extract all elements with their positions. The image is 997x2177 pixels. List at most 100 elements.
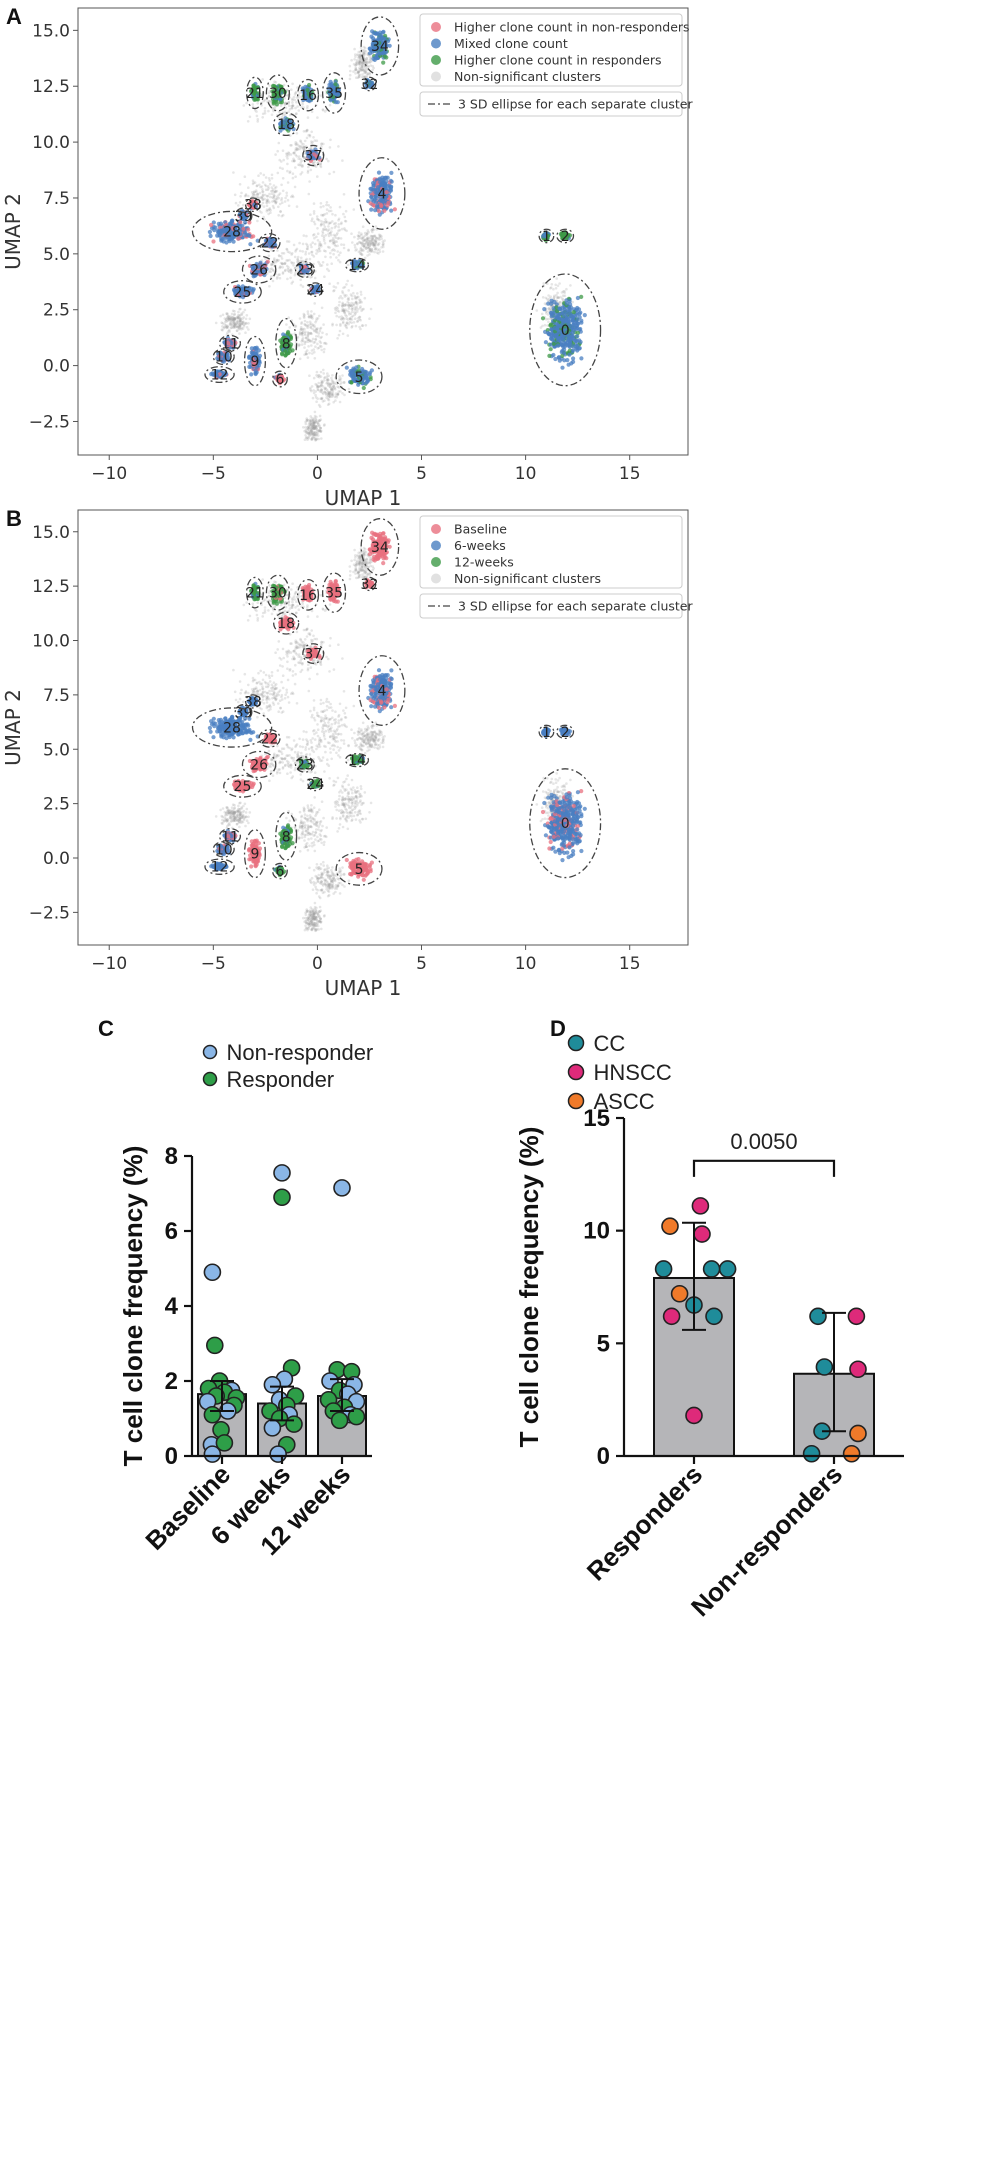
background-cell (330, 233, 333, 237)
background-cell (316, 375, 320, 379)
background-cell (229, 323, 232, 327)
background-cell (271, 107, 275, 111)
background-cell (329, 231, 332, 235)
background-cell (244, 194, 248, 197)
background-cell (247, 322, 250, 325)
background-cell (244, 331, 247, 335)
background-cell (266, 194, 269, 198)
background-cell (277, 273, 280, 277)
background-cell (268, 182, 272, 186)
cluster-cell (373, 208, 378, 213)
background-cell (295, 155, 299, 158)
background-cell (314, 165, 318, 168)
background-cell (268, 270, 271, 273)
background-cell (556, 284, 560, 288)
background-cell (318, 241, 322, 244)
background-cell (300, 146, 304, 150)
cluster-10: 10 (212, 348, 235, 366)
background-cell (303, 319, 307, 323)
background-cell (333, 243, 337, 246)
background-cell (350, 326, 354, 329)
cluster-cell (577, 346, 582, 351)
background-cell (313, 437, 316, 440)
background-cell (343, 228, 347, 232)
background-cell (344, 220, 348, 223)
background-cell (262, 99, 265, 103)
background-cell (303, 156, 307, 159)
background-cell (347, 289, 351, 292)
background-cell (266, 194, 269, 198)
background-cell (294, 141, 298, 144)
background-cell (318, 242, 321, 246)
background-cell (287, 269, 290, 273)
background-cell (313, 416, 316, 420)
background-cell (307, 426, 311, 430)
background-cell (293, 185, 297, 189)
background-cell (273, 106, 277, 109)
background-cell (291, 98, 294, 102)
background-cell (286, 277, 289, 281)
background-cell (353, 317, 357, 321)
background-cell (289, 153, 293, 156)
background-cell (286, 89, 289, 92)
background-cell (325, 157, 328, 161)
background-cell (337, 236, 341, 240)
background-cell (298, 317, 302, 320)
background-cell (287, 100, 291, 104)
background-cell (269, 211, 272, 214)
cluster-cell (392, 207, 397, 212)
background-cell (315, 317, 319, 320)
background-cell (318, 314, 321, 318)
background-cell (306, 312, 310, 316)
background-cell (313, 410, 317, 414)
background-cell (261, 190, 265, 193)
background-cell (274, 197, 278, 201)
background-cell (291, 104, 295, 107)
background-cell (347, 296, 350, 300)
background-cell (343, 227, 346, 230)
background-cell (355, 60, 359, 64)
cluster-cell (549, 298, 554, 303)
cluster-cell (555, 327, 560, 332)
background-cell (308, 339, 312, 343)
background-cell (265, 201, 268, 205)
background-cell (321, 108, 325, 111)
background-cell (298, 249, 302, 253)
background-cell (377, 237, 380, 241)
background-cell (331, 237, 335, 240)
background-cell (337, 223, 341, 226)
background-cell (287, 316, 291, 320)
background-cell (308, 428, 311, 432)
background-cell (275, 189, 279, 193)
background-cell (352, 62, 356, 66)
background-cell (267, 212, 270, 216)
background-cell (291, 159, 294, 163)
background-cell (535, 309, 539, 312)
cluster-cell (548, 310, 554, 316)
background-cell (252, 190, 256, 193)
background-cell (233, 317, 237, 321)
cluster-label: 12 (211, 368, 229, 384)
cluster-cell (376, 209, 382, 214)
background-cell (322, 237, 326, 240)
background-cell (359, 46, 363, 49)
x-tick-label: 10 (515, 464, 537, 484)
background-cell (320, 142, 324, 145)
background-cell (297, 109, 301, 112)
background-cell (549, 286, 552, 290)
background-cell (331, 242, 335, 245)
background-cell (327, 159, 330, 163)
cluster-cell (567, 299, 572, 304)
background-cell (553, 294, 556, 298)
background-cell (358, 306, 362, 310)
background-cell (315, 235, 318, 239)
background-cell (310, 140, 313, 143)
background-cell (339, 237, 343, 240)
background-cell (323, 423, 326, 426)
background-cell (374, 239, 378, 242)
background-cell (312, 420, 315, 424)
background-cell (295, 600, 298, 603)
background-cell (318, 247, 321, 250)
background-cell (317, 381, 321, 385)
cluster-cell (208, 233, 213, 239)
